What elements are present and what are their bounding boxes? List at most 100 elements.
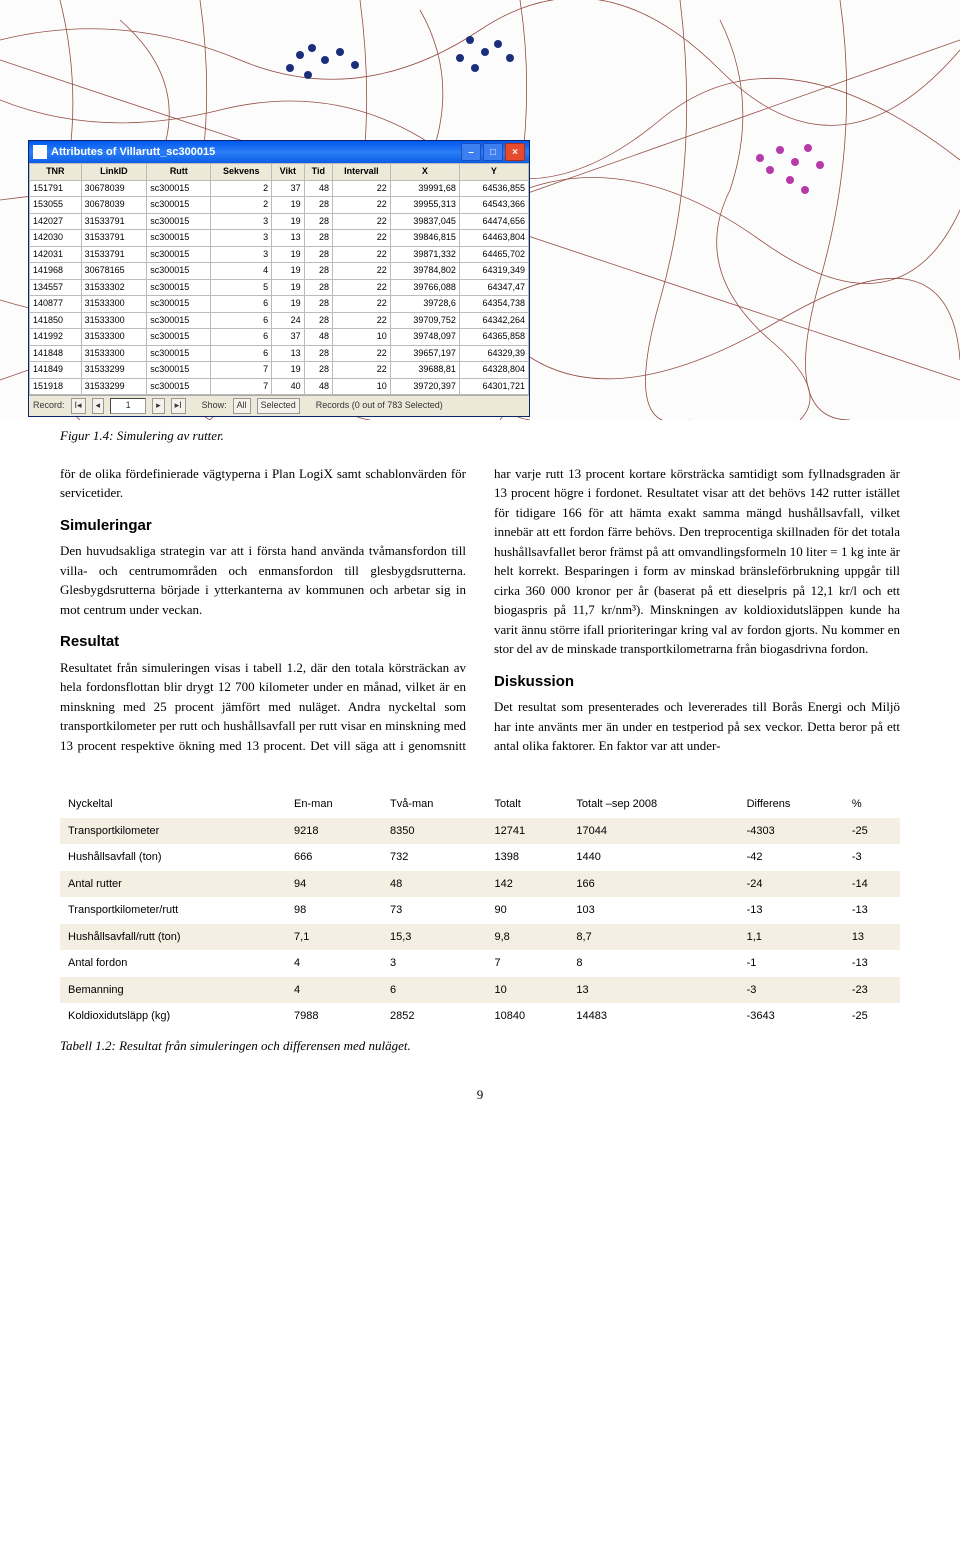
table-cell: 73: [382, 897, 487, 924]
table-row[interactable]: 15179130678039sc300015237482239991,68645…: [30, 180, 529, 197]
table-row[interactable]: 14202731533791sc300015319282239837,04564…: [30, 213, 529, 230]
table-cell: 40: [272, 378, 305, 395]
table-row[interactable]: 14196830678165sc300015419282239784,80264…: [30, 263, 529, 280]
table-row[interactable]: 14087731533300sc300015619282239728,66435…: [30, 296, 529, 313]
table-cell: -3: [739, 977, 844, 1004]
table-cell: 7: [211, 362, 272, 379]
results-table: NyckeltalEn-manTvå-manTotaltTotalt –sep …: [60, 791, 900, 1030]
table-cell: 141849: [30, 362, 82, 379]
table-cell: 3: [382, 950, 487, 977]
table-cell: 64342,264: [459, 312, 528, 329]
table-cell: 39846,815: [390, 230, 459, 247]
table-cell: 64301,721: [459, 378, 528, 395]
results-col-header: Två-man: [382, 791, 487, 818]
table-cell: Bemanning: [60, 977, 286, 1004]
maximize-button[interactable]: □: [483, 143, 503, 161]
table-cell: 31533302: [81, 279, 147, 296]
table-cell: 10: [486, 977, 568, 1004]
table-cell: 19: [272, 263, 305, 280]
table-cell: 17044: [568, 818, 738, 845]
table-cell: -3: [844, 844, 900, 871]
table-cell: 19: [272, 296, 305, 313]
table-cell: 64354,738: [459, 296, 528, 313]
table-caption: Tabell 1.2: Resultat från simuleringen o…: [60, 1036, 900, 1056]
table-row[interactable]: 14203031533791sc300015313282239846,81564…: [30, 230, 529, 247]
table-cell: 14483: [568, 1003, 738, 1030]
table-cell: 151918: [30, 378, 82, 395]
table-cell: 8350: [382, 818, 487, 845]
show-selected-button[interactable]: Selected: [257, 398, 300, 414]
table-cell: 5: [211, 279, 272, 296]
table-cell: 28: [304, 213, 332, 230]
table-cell: 10840: [486, 1003, 568, 1030]
table-cell: 64328,804: [459, 362, 528, 379]
figure-image: Attributes of Villarutt_sc300015 – □ × T…: [0, 0, 960, 420]
table-cell: 31533300: [81, 329, 147, 346]
table-cell: -3643: [739, 1003, 844, 1030]
table-row[interactable]: 15305530678039sc300015219282239955,31364…: [30, 197, 529, 214]
table-cell: 39766,088: [390, 279, 459, 296]
show-all-button[interactable]: All: [233, 398, 251, 414]
table-cell: sc300015: [147, 246, 211, 263]
table-row[interactable]: 14184931533299sc300015719282239688,81643…: [30, 362, 529, 379]
table-cell: 31533299: [81, 362, 147, 379]
table-cell: -24: [739, 871, 844, 898]
table-cell: 48: [304, 329, 332, 346]
table-row[interactable]: 15191831533299sc300015740481039720,39764…: [30, 378, 529, 395]
table-cell: 19: [272, 213, 305, 230]
minimize-button[interactable]: –: [461, 143, 481, 161]
table-cell: Koldioxidutsläpp (kg): [60, 1003, 286, 1030]
table-cell: sc300015: [147, 296, 211, 313]
window-icon: [33, 145, 47, 159]
attr-col-header: LinkID: [81, 164, 147, 181]
results-col-header: %: [844, 791, 900, 818]
table-cell: 3: [211, 213, 272, 230]
table-cell: 1,1: [739, 924, 844, 951]
attr-col-header: TNR: [30, 164, 82, 181]
table-row[interactable]: 13455731533302sc300015519282239766,08864…: [30, 279, 529, 296]
table-cell: 142031: [30, 246, 82, 263]
table-cell: -23: [844, 977, 900, 1004]
table-cell: sc300015: [147, 197, 211, 214]
table-row: Antal rutter9448142166-24-14: [60, 871, 900, 898]
attributes-table: TNRLinkIDRuttSekvensViktTidIntervallXY 1…: [29, 163, 529, 395]
next-record-button[interactable]: ▸: [152, 398, 165, 414]
table-cell: 22: [332, 312, 390, 329]
table-cell: 39991,68: [390, 180, 459, 197]
last-record-button[interactable]: ▸I: [171, 398, 186, 414]
prev-record-button[interactable]: ◂: [92, 398, 105, 414]
table-cell: 39837,045: [390, 213, 459, 230]
table-row[interactable]: 14203131533791sc300015319282239871,33264…: [30, 246, 529, 263]
close-button[interactable]: ×: [505, 143, 525, 161]
table-cell: 141848: [30, 345, 82, 362]
first-record-button[interactable]: I◂: [71, 398, 86, 414]
table-cell: Hushållsavfall (ton): [60, 844, 286, 871]
table-cell: 30678165: [81, 263, 147, 280]
table-cell: 7: [486, 950, 568, 977]
table-cell: 39720,397: [390, 378, 459, 395]
table-cell: 64465,702: [459, 246, 528, 263]
table-cell: Hushållsavfall/rutt (ton): [60, 924, 286, 951]
table-row: Hushållsavfall/rutt (ton)7,115,39,88,71,…: [60, 924, 900, 951]
window-titlebar: Attributes of Villarutt_sc300015 – □ ×: [29, 141, 529, 163]
table-cell: 31533791: [81, 230, 147, 247]
table-row[interactable]: 14184831533300sc300015613282239657,19764…: [30, 345, 529, 362]
table-cell: 22: [332, 246, 390, 263]
table-cell: 39784,802: [390, 263, 459, 280]
record-value[interactable]: 1: [110, 398, 146, 414]
table-row: Bemanning461013-3-23: [60, 977, 900, 1004]
table-cell: 39955,313: [390, 197, 459, 214]
table-cell: 28: [304, 362, 332, 379]
table-cell: 64474,656: [459, 213, 528, 230]
table-cell: 9218: [286, 818, 382, 845]
table-cell: 28: [304, 296, 332, 313]
intro-paragraph: för de olika fördefinierade vägtyperna i…: [60, 464, 466, 503]
table-row[interactable]: 14199231533300sc300015637481039748,09764…: [30, 329, 529, 346]
table-cell: 134557: [30, 279, 82, 296]
table-cell: 39688,81: [390, 362, 459, 379]
table-cell: 37: [272, 180, 305, 197]
table-cell: 103: [568, 897, 738, 924]
table-cell: 19: [272, 246, 305, 263]
table-row[interactable]: 14185031533300sc300015624282239709,75264…: [30, 312, 529, 329]
table-cell: sc300015: [147, 378, 211, 395]
